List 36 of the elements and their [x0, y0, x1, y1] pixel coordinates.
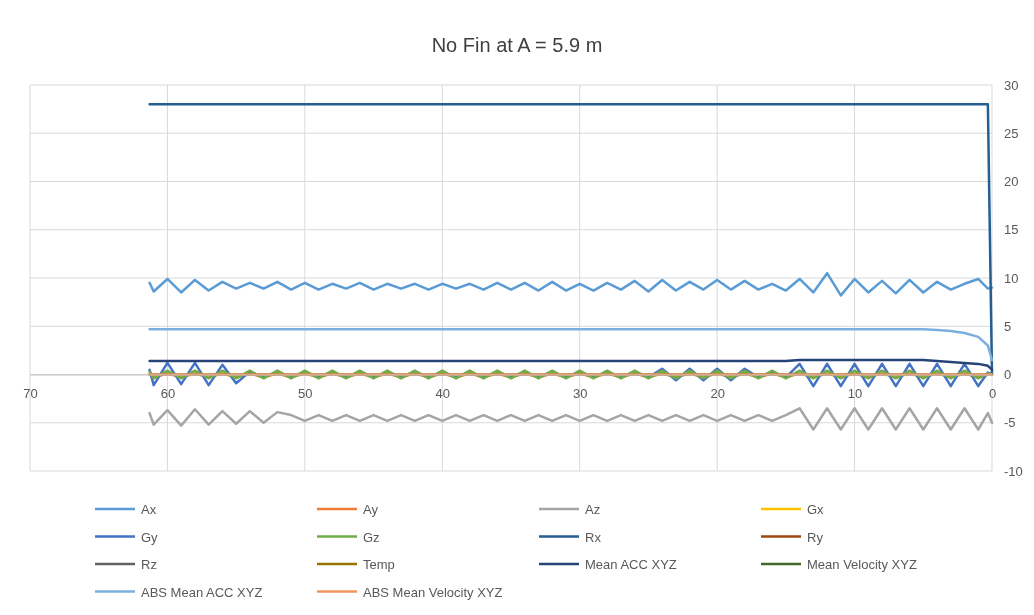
legend-label: Mean Velocity XYZ	[807, 557, 917, 572]
legend-label: Temp	[363, 557, 395, 572]
legend-label: Rx	[585, 529, 602, 545]
legend-label: Ry	[807, 529, 824, 545]
legend-label: Gy	[141, 529, 159, 545]
x-tick-label: 70	[23, 385, 38, 401]
y-tick-label: 25	[1004, 125, 1019, 141]
line-series	[148, 407, 994, 431]
legend-label: Az	[585, 502, 601, 517]
x-tick-label: 50	[298, 385, 313, 401]
y-tick-label: 0	[1004, 367, 1012, 383]
x-tick-label: 0	[988, 385, 997, 401]
x-tick-label: 10	[847, 385, 863, 401]
y-tick-label: -5	[1004, 415, 1016, 431]
x-tick-label: 40	[435, 385, 451, 401]
line-series	[148, 271, 994, 297]
y-tick-label: 20	[1004, 174, 1019, 190]
y-tick-label: 5	[1004, 318, 1012, 334]
legend-label: Rz	[141, 557, 157, 572]
x-tick-label: 60	[160, 385, 176, 401]
y-tick-label: 30	[1004, 77, 1019, 93]
line-series	[148, 358, 994, 371]
chart-title: No Fin at A = 5.9 m	[431, 34, 603, 56]
y-tick-label: -10	[1004, 463, 1023, 479]
legend-label: Ax	[141, 502, 157, 517]
legend-label: Gz	[363, 529, 380, 545]
y-tick-label: 10	[1004, 270, 1019, 286]
y-tick-label: 15	[1004, 222, 1019, 238]
legend-label: Mean ACC XYZ	[585, 557, 677, 572]
legend-label: Gx	[807, 502, 825, 517]
legend-label: ABS Mean Velocity XYZ	[363, 584, 503, 600]
legend-label: ABS Mean ACC XYZ	[141, 584, 263, 600]
line-series	[148, 327, 994, 362]
x-tick-label: 30	[572, 385, 588, 401]
x-tick-label: 20	[710, 385, 725, 401]
legend-label: Ay	[363, 502, 379, 517]
